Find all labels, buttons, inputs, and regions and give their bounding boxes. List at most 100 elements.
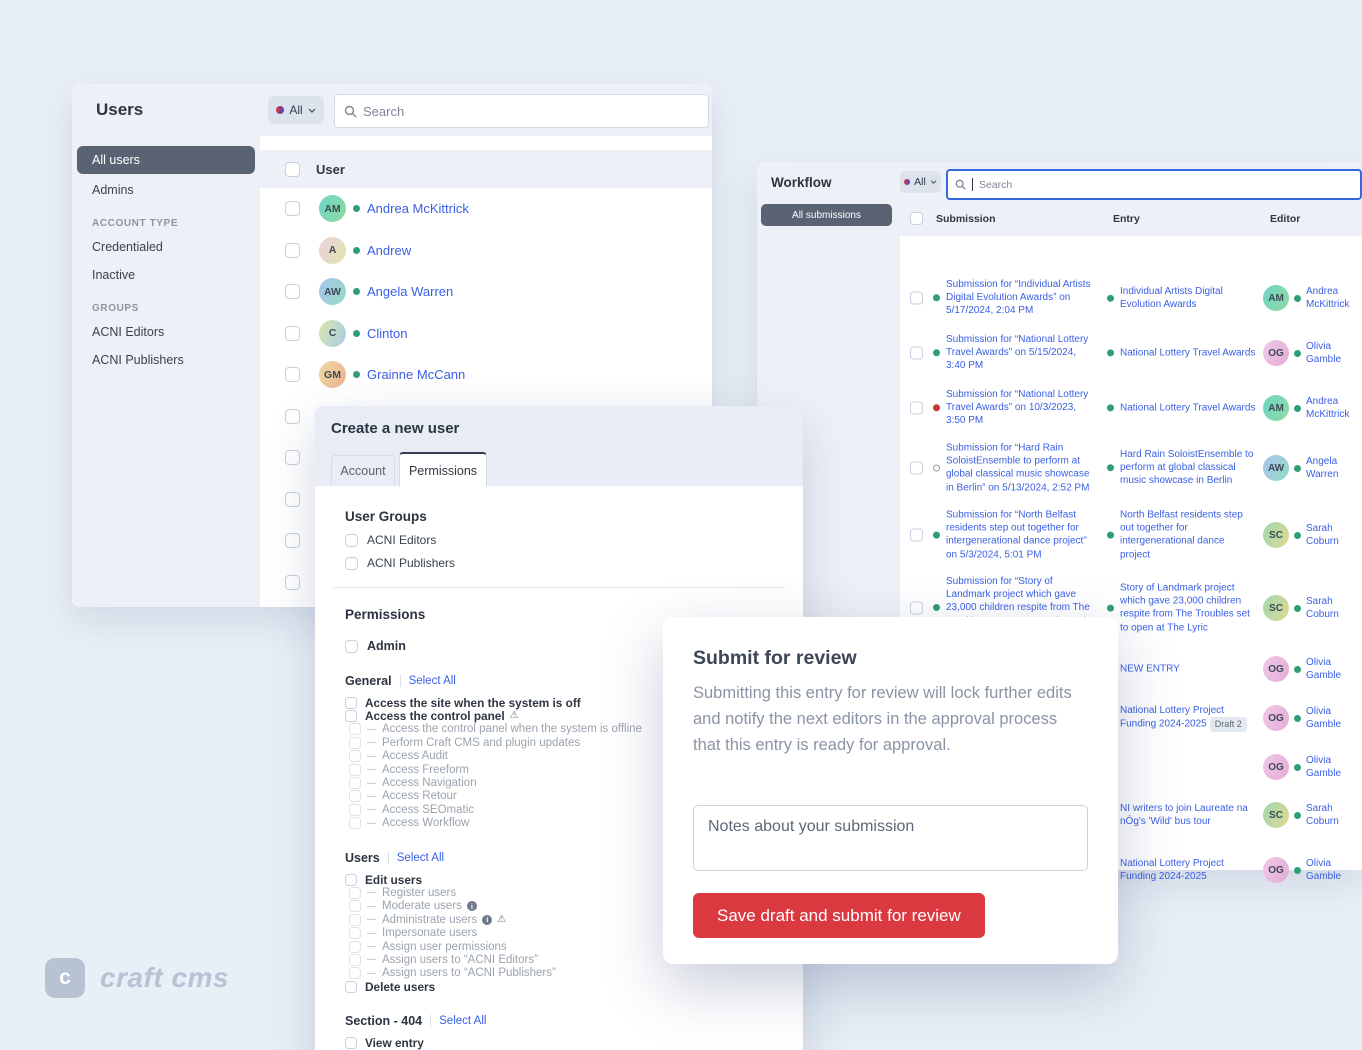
submission-row[interactable]: Submission for “National Lottery Travel … — [900, 380, 1362, 436]
workflow-search-input[interactable] — [979, 178, 1353, 191]
editor-link[interactable]: Olivia Gamble — [1306, 657, 1342, 681]
row-checkbox[interactable] — [910, 528, 923, 542]
submission-link[interactable]: Submission for “National Lottery Travel … — [946, 389, 1089, 427]
entry-link[interactable]: North Belfast residents step out togethe… — [1120, 509, 1243, 561]
checkbox[interactable] — [345, 710, 357, 723]
entry-link[interactable]: National Lottery Travel Awards — [1120, 402, 1256, 414]
editor-link[interactable]: Andrea McKittrick — [1306, 396, 1350, 420]
checkbox[interactable] — [349, 913, 361, 926]
permission-row[interactable]: Access Navigation — [345, 776, 785, 790]
editor-link[interactable]: Olivia Gamble — [1306, 858, 1342, 882]
entry-link[interactable]: National Lottery Project Funding 2024-20… — [1120, 704, 1256, 733]
checkbox[interactable] — [345, 1037, 357, 1050]
permission-row[interactable]: View entry — [345, 1036, 785, 1050]
user-row[interactable] — [260, 562, 712, 604]
select-all-link[interactable]: Select All — [408, 675, 456, 687]
save-draft-submit-button[interactable]: Save draft and submit for review — [693, 893, 985, 938]
row-checkbox[interactable] — [285, 491, 300, 507]
submission-row[interactable]: Submission for “National Lottery Travel … — [900, 325, 1362, 381]
entry-link[interactable]: NI writers to join Laureate na nÓg's 'Wi… — [1120, 802, 1248, 827]
permission-row[interactable]: Administrate users i ⚠ — [345, 913, 785, 926]
row-checkbox[interactable] — [285, 325, 300, 341]
editor-link[interactable]: Olivia Gamble — [1306, 341, 1342, 365]
permission-row[interactable]: Edit users — [345, 873, 785, 887]
row-checkbox[interactable] — [285, 367, 300, 383]
editor-link[interactable]: Angela Warren — [1306, 456, 1339, 480]
checkbox[interactable] — [349, 723, 361, 736]
checkbox[interactable] — [349, 927, 361, 940]
sidebar-item-acni-editors[interactable]: ACNI Editors — [92, 325, 165, 339]
select-all-checkbox[interactable] — [285, 161, 300, 177]
checkbox[interactable] — [349, 953, 361, 966]
row-checkbox[interactable] — [910, 291, 923, 305]
permission-row[interactable]: Access Retour — [345, 790, 785, 803]
checkbox[interactable] — [345, 696, 357, 709]
checkbox[interactable] — [345, 556, 358, 570]
permission-row[interactable]: Access the control panel when the system… — [345, 723, 785, 736]
user-name-link[interactable]: Andrea McKittrick — [367, 201, 469, 217]
users-search-input[interactable] — [363, 103, 699, 119]
sidebar-item-acni-publishers[interactable]: ACNI Publishers — [92, 353, 184, 367]
row-checkbox[interactable] — [285, 284, 300, 300]
editor-link[interactable]: Olivia Gamble — [1306, 755, 1342, 779]
user-name-link[interactable]: Andrew — [367, 242, 412, 258]
group-checkbox-row[interactable]: ACNI Publishers — [345, 556, 785, 570]
submission-row[interactable]: Submission for “Hard Rain SoloistEnsembl… — [900, 436, 1362, 500]
permission-row[interactable]: Assign user permissions — [345, 940, 785, 953]
user-row[interactable]: AW Angela Warren — [260, 271, 712, 313]
checkbox[interactable] — [345, 873, 357, 886]
submission-notes-textarea[interactable] — [693, 805, 1088, 871]
checkbox[interactable] — [349, 886, 361, 899]
checkbox[interactable] — [345, 639, 358, 653]
editor-link[interactable]: Sarah Coburn — [1306, 596, 1339, 620]
entry-link[interactable]: National Lottery Project Funding 2024-20… — [1120, 857, 1224, 882]
checkbox[interactable] — [349, 967, 361, 980]
editor-link[interactable]: Olivia Gamble — [1306, 706, 1342, 730]
admin-checkbox-row[interactable]: Admin — [345, 639, 785, 653]
user-row[interactable] — [260, 479, 712, 521]
checkbox[interactable] — [345, 980, 357, 993]
row-checkbox[interactable] — [910, 346, 923, 360]
user-name-link[interactable]: Angela Warren — [367, 284, 454, 300]
editor-link[interactable]: Sarah Coburn — [1306, 803, 1339, 827]
sidebar-item-inactive[interactable]: Inactive — [92, 268, 136, 282]
submission-link[interactable]: Submission for “National Lottery Travel … — [946, 334, 1089, 372]
tab-permissions[interactable]: Permissions — [399, 452, 487, 487]
row-checkbox[interactable] — [285, 533, 300, 549]
permission-row[interactable]: Perform Craft CMS and plugin updates — [345, 736, 785, 749]
users-search-field[interactable] — [334, 94, 709, 128]
checkbox[interactable] — [349, 817, 361, 830]
editor-link[interactable]: Andrea McKittrick — [1306, 286, 1350, 310]
workflow-search-field[interactable] — [946, 169, 1362, 200]
permission-row[interactable]: Delete users — [345, 980, 785, 994]
row-checkbox[interactable] — [285, 201, 300, 217]
row-checkbox[interactable] — [910, 401, 923, 415]
checkbox[interactable] — [345, 533, 358, 547]
user-row[interactable] — [260, 396, 712, 438]
row-checkbox[interactable] — [285, 408, 300, 424]
editor-link[interactable]: Sarah Coburn — [1306, 523, 1339, 547]
sidebar-item-admins[interactable]: Admins — [92, 183, 134, 197]
submission-link[interactable]: Submission for “Hard Rain SoloistEnsembl… — [946, 442, 1090, 494]
select-all-checkbox[interactable] — [910, 212, 923, 225]
sidebar-item-all-submissions[interactable]: All submissions — [761, 204, 892, 226]
users-filter-dropdown[interactable]: All — [268, 96, 324, 124]
row-checkbox[interactable] — [285, 242, 300, 258]
user-row[interactable]: GM Grainne McCann — [260, 354, 712, 396]
user-row[interactable]: AM Andrea McKittrick — [260, 188, 712, 230]
sidebar-item-credentialed[interactable]: Credentialed — [92, 240, 163, 254]
entry-link[interactable]: National Lottery Travel Awards — [1120, 347, 1256, 359]
user-name-link[interactable]: Grainne McCann — [367, 367, 466, 383]
row-checkbox[interactable] — [285, 574, 300, 590]
permission-row[interactable]: Register users — [345, 886, 785, 899]
permission-row[interactable]: Impersonate users — [345, 926, 785, 940]
checkbox[interactable] — [349, 777, 361, 790]
row-checkbox[interactable] — [285, 450, 300, 466]
entry-link[interactable]: Hard Rain SoloistEnsemble to perform at … — [1120, 449, 1254, 487]
permission-row[interactable]: Moderate users i — [345, 900, 785, 913]
checkbox[interactable] — [349, 900, 361, 913]
user-row[interactable]: C Clinton — [260, 313, 712, 355]
workflow-filter-dropdown[interactable]: All — [900, 171, 941, 193]
entry-link[interactable]: Story of Landmark project which gave 23,… — [1120, 582, 1250, 634]
checkbox[interactable] — [349, 790, 361, 803]
